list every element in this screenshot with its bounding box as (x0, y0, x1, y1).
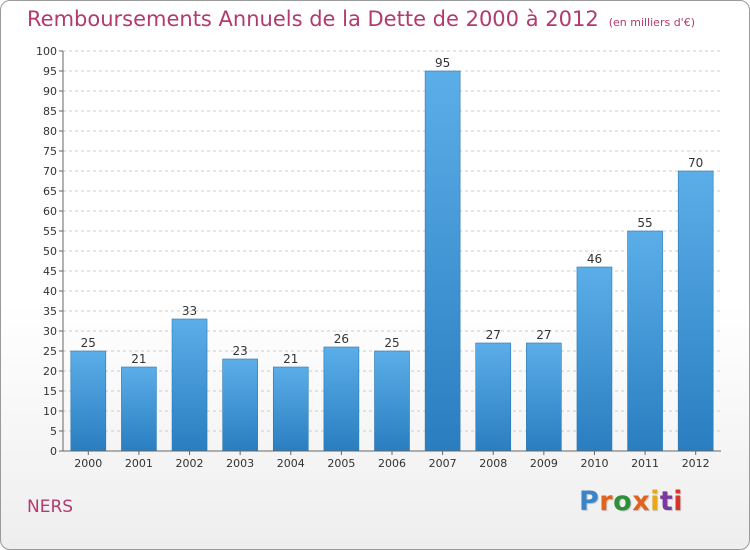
bar-2000 (70, 350, 107, 452)
bar-2005 (323, 346, 360, 452)
data-label-2006: 25 (384, 336, 399, 350)
bar-chart: 0 5 10 15 20 25 30 35 40 45 50 55 60 65 70 75 80 85 90 95 10… (36, 45, 721, 470)
chart-title: Remboursements Annuels de la Dette de 20… (27, 7, 695, 31)
x-tick-label-2008: 2008 (479, 457, 507, 470)
chart-title-text: Remboursements Annuels de la Dette de 20… (27, 7, 599, 31)
logo-letter: t (659, 486, 674, 517)
y-tick-label: 95 (43, 65, 57, 78)
proxiti-logo: Proxiti (579, 486, 683, 517)
y-tick-label: 45 (43, 265, 57, 278)
x-tick-label-2004: 2004 (277, 457, 305, 470)
x-tick-label-2011: 2011 (631, 457, 659, 470)
data-label-2011: 55 (637, 216, 652, 230)
x-tick-label-2009: 2009 (530, 457, 558, 470)
x-tick-label-2007: 2007 (429, 457, 457, 470)
x-tick-label-2006: 2006 (378, 457, 406, 470)
logo-letter: i (650, 486, 660, 517)
logo-letter: o (613, 486, 633, 517)
y-tick-label: 35 (43, 305, 57, 318)
bars (70, 70, 714, 452)
data-label-2004: 21 (283, 352, 298, 366)
logo-letter: r (599, 486, 614, 517)
data-label-2010: 46 (587, 252, 602, 266)
bar-2003 (222, 358, 258, 452)
logo-letter: P (579, 486, 600, 517)
data-label-2005: 26 (334, 332, 349, 346)
bar-2009 (526, 342, 562, 452)
x-tick-label-2012: 2012 (682, 457, 710, 470)
x-tick-label-2002: 2002 (176, 457, 204, 470)
logo-letter: i (673, 486, 684, 517)
x-tick-label-2010: 2010 (580, 457, 608, 470)
y-tick-label: 70 (43, 165, 57, 178)
data-label-2002: 33 (182, 304, 197, 318)
y-tick-label: 85 (43, 105, 57, 118)
data-label-2001: 21 (131, 352, 146, 366)
y-tick-label: 30 (43, 325, 57, 338)
y-tick-label: 80 (43, 125, 57, 138)
bar-2008 (475, 342, 512, 452)
bar-2007 (424, 70, 461, 452)
x-tick-label-2005: 2005 (327, 457, 355, 470)
data-label-2008: 27 (486, 328, 501, 342)
y-tick-label: 0 (50, 445, 57, 458)
y-tick-label: 20 (43, 365, 57, 378)
y-tick-label: 15 (43, 385, 57, 398)
y-tick-label: 55 (43, 225, 57, 238)
data-labels: 25 21 33 23 21 26 25 95 27 27 46 55 70 (81, 56, 704, 366)
bar-2012 (677, 170, 714, 452)
logo-letter: x (632, 486, 651, 517)
x-tick-label-2003: 2003 (226, 457, 254, 470)
y-tick-label: 100 (36, 45, 57, 58)
bar-2010 (576, 266, 613, 452)
bar-2002 (171, 318, 208, 452)
location-label: NERS (27, 497, 74, 517)
data-label-2003: 23 (233, 344, 248, 358)
y-tick-label: 40 (43, 285, 57, 298)
data-label-2007: 95 (435, 56, 450, 70)
bar-2011 (627, 230, 663, 452)
y-tick-label: 90 (43, 85, 57, 98)
y-tick-label: 65 (43, 185, 57, 198)
x-axis: 2000 2001 2002 2003 2004 2005 2006 2007 2008 2009… (63, 450, 721, 470)
x-tick-label-2001: 2001 (125, 457, 153, 470)
data-label-2009: 27 (536, 328, 551, 342)
bar-2004 (272, 366, 309, 452)
bar-2006 (374, 350, 410, 452)
y-tick-label: 10 (43, 405, 57, 418)
y-tick-label: 75 (43, 145, 57, 158)
y-tick-label: 25 (43, 345, 57, 358)
chart-subtitle: (en milliers d'€) (608, 16, 695, 29)
data-label-2012: 70 (688, 156, 703, 170)
x-tick-label-2000: 2000 (74, 457, 102, 470)
y-tick-label: 5 (50, 425, 57, 438)
y-axis: 0 5 10 15 20 25 30 35 40 45 50 55 60 65 70 75 80 85 90 95 10… (36, 45, 64, 458)
data-label-2000: 25 (81, 336, 96, 350)
y-tick-label: 60 (43, 205, 57, 218)
bar-2001 (121, 366, 157, 452)
y-tick-label: 50 (43, 245, 57, 258)
